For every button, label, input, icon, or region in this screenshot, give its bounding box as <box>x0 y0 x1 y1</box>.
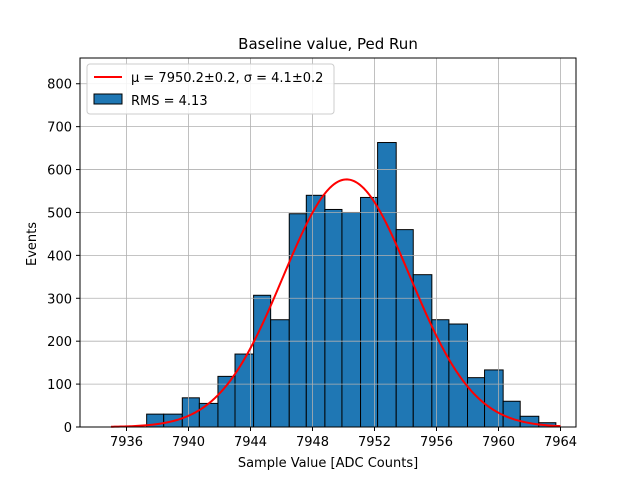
y-tick-label: 500 <box>47 206 72 221</box>
histogram-bar <box>431 319 450 428</box>
x-tick-label: 7944 <box>234 435 267 450</box>
histogram-bar <box>360 196 379 428</box>
y-tick-label: 400 <box>47 249 72 264</box>
x-tick-label: 7960 <box>482 435 515 450</box>
y-tick-label: 100 <box>47 378 72 393</box>
axes-frame <box>79 57 577 428</box>
x-tick-label: 7964 <box>544 435 577 450</box>
gaussian-fit-line <box>110 178 561 428</box>
histogram-bar <box>341 211 362 428</box>
x-tick-label: 7936 <box>110 435 143 450</box>
plot-area: 7936 7940 7944 7948 7952 7956 7960 7964 0 100 200 3… <box>47 57 577 450</box>
y-tick-label: 200 <box>47 335 72 350</box>
histogram-bar <box>253 294 272 428</box>
x-tick-label: 7952 <box>358 435 391 450</box>
histogram-bar <box>484 369 504 428</box>
histogram-bar <box>395 229 414 428</box>
y-tick-label: 600 <box>47 164 72 179</box>
legend-fit-label: μ = 7950.2±0.2, σ = 4.1±0.2 <box>131 71 323 86</box>
histogram-bar <box>324 208 343 428</box>
y-tick-label: 800 <box>47 78 72 93</box>
y-tick-label: 300 <box>47 292 72 307</box>
histogram-bar <box>305 194 326 428</box>
y-tick-label: 0 <box>64 421 72 436</box>
y-tick-label: 700 <box>47 121 72 136</box>
x-tick-label: 7956 <box>420 435 453 450</box>
histogram-bar <box>198 402 219 428</box>
x-axis-label: Sample Value [ADC Counts] <box>238 456 418 471</box>
y-axis-label: Events <box>25 222 40 266</box>
histogram-bar <box>412 274 433 428</box>
chart-title: Baseline value, Ped Run <box>238 35 418 53</box>
x-tick-label: 7948 <box>296 435 329 450</box>
histogram-bar <box>502 400 521 428</box>
legend-box <box>86 63 335 115</box>
legend-histogram-label: RMS = 4.13 <box>131 94 208 109</box>
histogram-bar <box>288 213 307 428</box>
legend-histogram-swatch <box>93 93 123 105</box>
histogram-bar <box>270 319 290 428</box>
x-tick-label: 7940 <box>172 435 205 450</box>
